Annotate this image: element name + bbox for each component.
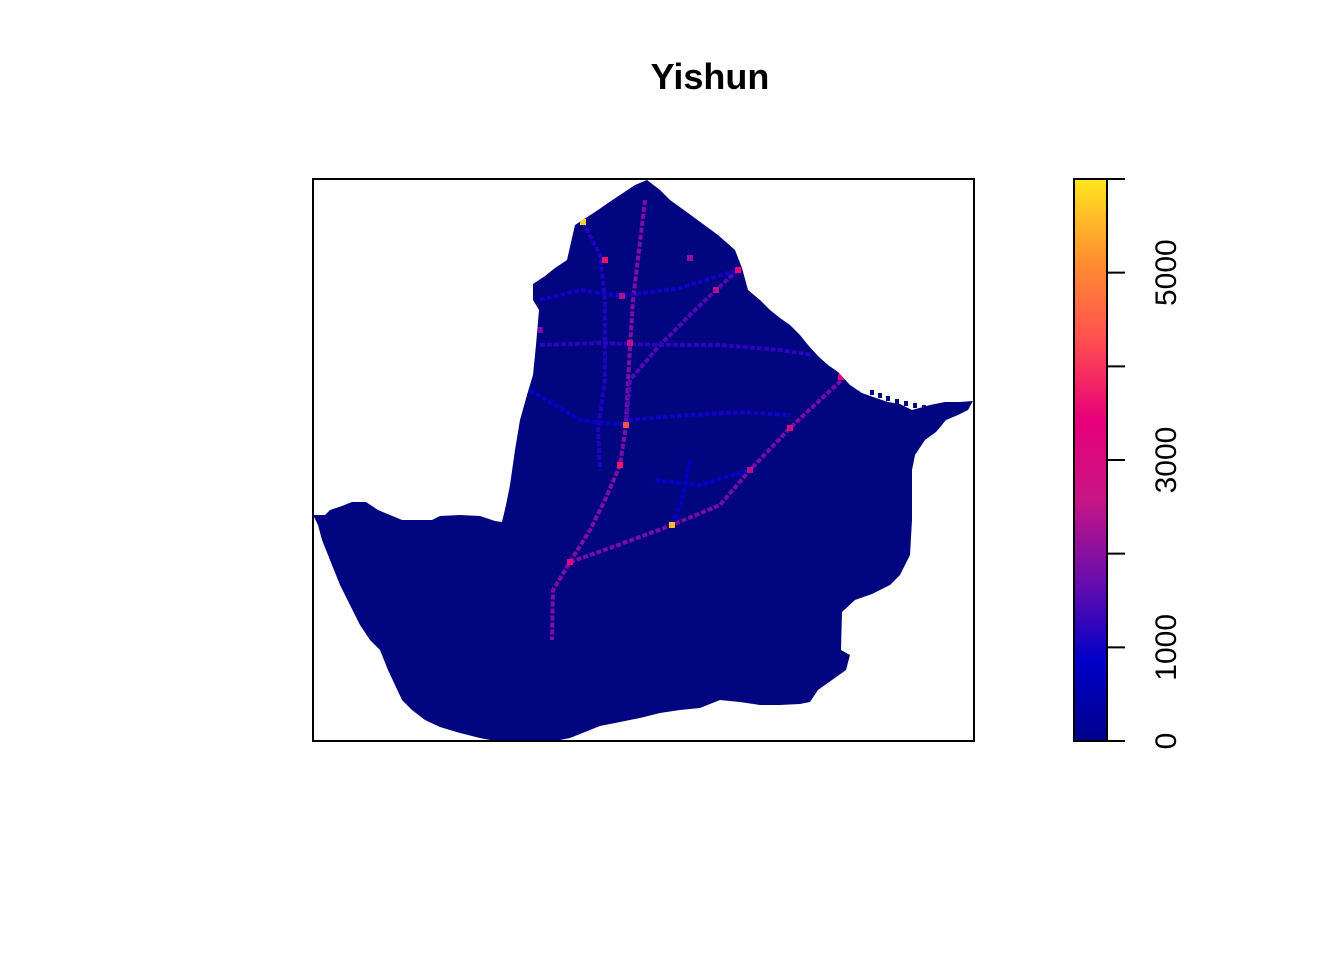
coastline-cell (913, 403, 917, 408)
coastline-cell (870, 390, 874, 395)
coastline-fragments (870, 390, 926, 410)
hotspot-cell (669, 522, 675, 528)
coastline-cell (886, 396, 890, 401)
road-feature (654, 468, 751, 487)
road-feature (539, 268, 739, 302)
hotspot-cell (567, 559, 573, 565)
hotspot-cell (627, 340, 633, 346)
hotspot-cell (537, 327, 543, 333)
road-feature (627, 410, 791, 422)
colorbar-tick-label: 5000 (1150, 239, 1183, 306)
colorbar-tick-label: 0 (1150, 733, 1183, 750)
colorbar-ticks (1107, 178, 1125, 742)
colorbar-tick-label: 3000 (1150, 427, 1183, 494)
colorbar-labels: 0 1000 3000 5000 (1150, 239, 1183, 749)
road-feature (539, 341, 813, 357)
colorbar: 0 1000 3000 5000 (1073, 178, 1183, 749)
hotspot-cell (623, 422, 629, 428)
hotspot-cell (617, 462, 623, 468)
hotspot-cell (619, 293, 625, 299)
road-feature (569, 375, 847, 564)
colorbar-tick-label: 1000 (1150, 614, 1183, 681)
hotspot-cell (787, 425, 793, 431)
road-feature (581, 221, 607, 471)
colorbar-bar (1073, 178, 1108, 742)
hotspot-cells (537, 219, 844, 565)
region-shape (313, 180, 973, 742)
hotspot-cell (687, 255, 693, 261)
hotspot-cell (580, 219, 586, 225)
hotspot-cell (747, 467, 753, 473)
road-feature (528, 388, 627, 427)
road-feature (670, 459, 692, 526)
chart-title: Yishun (650, 56, 770, 97)
road-feature (624, 268, 740, 426)
plot-frame (312, 178, 975, 742)
coastline-cell (895, 399, 899, 404)
raster-layer (313, 180, 973, 742)
hotspot-cell (838, 374, 844, 380)
coastline-cell (904, 401, 908, 406)
coastline-cell (922, 405, 926, 410)
coastline-cell (878, 393, 882, 398)
hotspot-cell (735, 267, 741, 273)
hotspot-cell (713, 287, 719, 293)
hotspot-cell (602, 257, 608, 263)
